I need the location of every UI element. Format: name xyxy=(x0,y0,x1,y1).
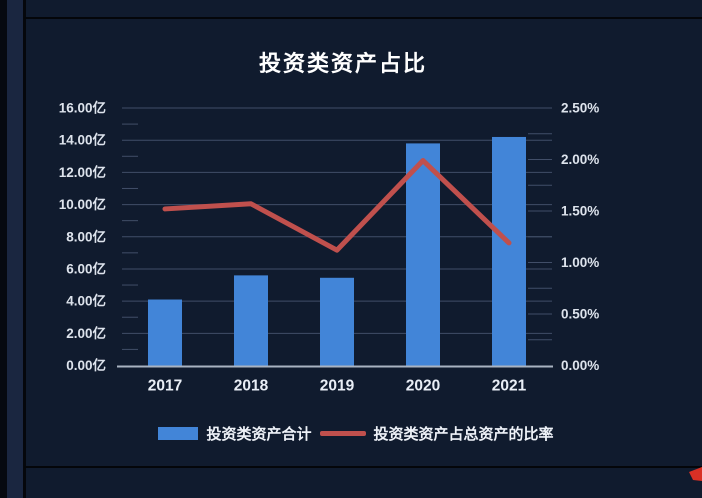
column-divider-line xyxy=(23,0,26,498)
bar-2017[interactable] xyxy=(148,299,182,366)
category-label-2018: 2018 xyxy=(234,378,269,395)
category-label-2020: 2020 xyxy=(406,378,440,395)
line-series-label: 投资类资产占总资产的比率 xyxy=(373,425,554,443)
row-header-strip xyxy=(7,0,24,498)
red-corner-marker xyxy=(689,467,702,481)
left-black-edge xyxy=(0,0,7,498)
legend-item-bar-series[interactable]: 投资类资产合计 xyxy=(158,423,312,444)
bar-2019[interactable] xyxy=(320,277,354,366)
bar-2021[interactable] xyxy=(492,136,526,366)
left-axis-tick-label: 16.00亿 xyxy=(59,100,106,116)
bottom-grid-line xyxy=(24,466,702,468)
left-axis-tick-label: 6.00亿 xyxy=(66,260,106,276)
left-axis-tick-label: 14.00亿 xyxy=(59,132,106,148)
category-label-2021: 2021 xyxy=(492,378,527,395)
left-axis-tick-label: 4.00亿 xyxy=(66,293,106,309)
category-label-2019: 2019 xyxy=(320,378,355,395)
left-axis-tick-label: 10.00亿 xyxy=(59,196,106,212)
right-axis-tick-label: 1.50% xyxy=(561,204,599,219)
left-axis-tick-label: 2.00亿 xyxy=(66,325,106,341)
left-axis-tick-label: 0.00亿 xyxy=(66,357,106,373)
category-label-2017: 2017 xyxy=(148,378,182,395)
right-axis-tick-label: 2.50% xyxy=(561,101,599,116)
right-axis-tick-label: 0.50% xyxy=(561,307,599,322)
legend-item-line-series[interactable]: 投资类资产占总资产的比率 xyxy=(319,423,554,444)
left-axis-tick-label: 8.00亿 xyxy=(66,228,106,244)
left-axis-tick-label: 12.00亿 xyxy=(59,164,106,180)
line-series-swatch xyxy=(319,430,366,436)
right-axis-tick-label: 0.00% xyxy=(561,358,599,373)
bar-series-label: 投资类资产合计 xyxy=(206,425,312,443)
bar-2018[interactable] xyxy=(234,275,268,366)
right-axis-tick-label: 2.00% xyxy=(561,152,599,167)
chart-title: 投资类资产占比 xyxy=(258,51,427,76)
bar-series-swatch xyxy=(158,426,199,440)
embedded-chart[interactable]: 投资类资产占比 0.00亿 2.00亿 4.00亿 6.00亿 8.00亿 10.00亿 1… xyxy=(26,19,702,466)
right-axis-tick-label: 1.00% xyxy=(561,255,599,270)
top-grid-line xyxy=(24,17,702,19)
chart-legend: 投资类资产合计 投资类资产占总资产的比率 xyxy=(86,422,626,444)
bar-2020[interactable] xyxy=(406,143,440,366)
ratio-line[interactable] xyxy=(162,158,512,253)
combo-chart-plot[interactable]: 0.00亿 2.00亿 4.00亿 6.00亿 8.00亿 10.00亿 12.00亿 14.… xyxy=(26,19,702,466)
